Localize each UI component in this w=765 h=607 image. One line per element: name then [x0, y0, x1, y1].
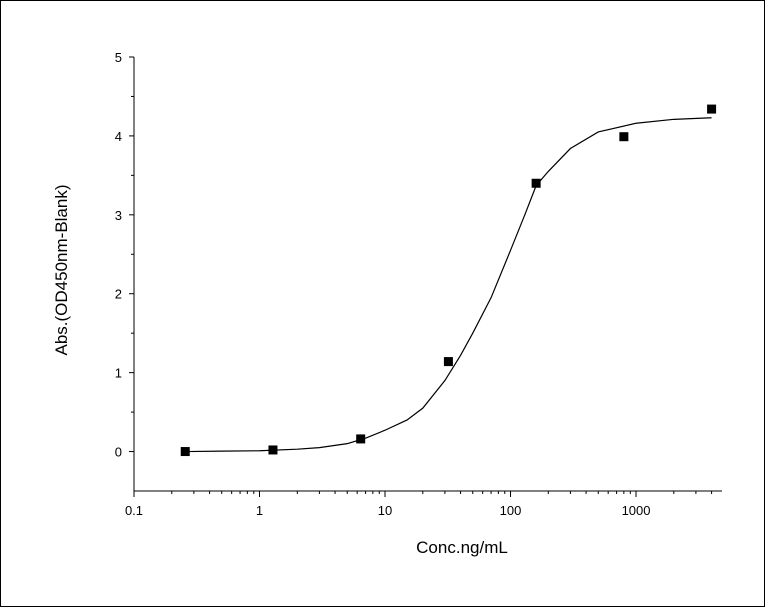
- y-tick-label: 2: [115, 287, 122, 302]
- x-tick-label: 1: [256, 503, 263, 518]
- data-point: [356, 434, 366, 444]
- y-tick-label: 4: [115, 129, 122, 144]
- y-axis-title: Abs.(OD450nm-Blank): [52, 184, 71, 355]
- y-tick-label: 5: [115, 50, 122, 65]
- data-point: [531, 178, 541, 188]
- x-tick-label: 100: [500, 503, 522, 518]
- y-tick-label: 0: [115, 445, 122, 460]
- data-point: [707, 104, 717, 114]
- x-tick-label: 10: [378, 503, 392, 518]
- x-tick-label: 0.1: [125, 503, 143, 518]
- x-tick-label: 1000: [622, 503, 651, 518]
- data-point: [619, 132, 629, 142]
- data-point: [443, 357, 453, 367]
- y-tick-label: 3: [115, 208, 122, 223]
- x-axis-title: Conc.ng/mL: [416, 538, 508, 557]
- fit-curve: [185, 117, 712, 453]
- y-tick-label: 1: [115, 366, 122, 381]
- data-point: [180, 447, 190, 457]
